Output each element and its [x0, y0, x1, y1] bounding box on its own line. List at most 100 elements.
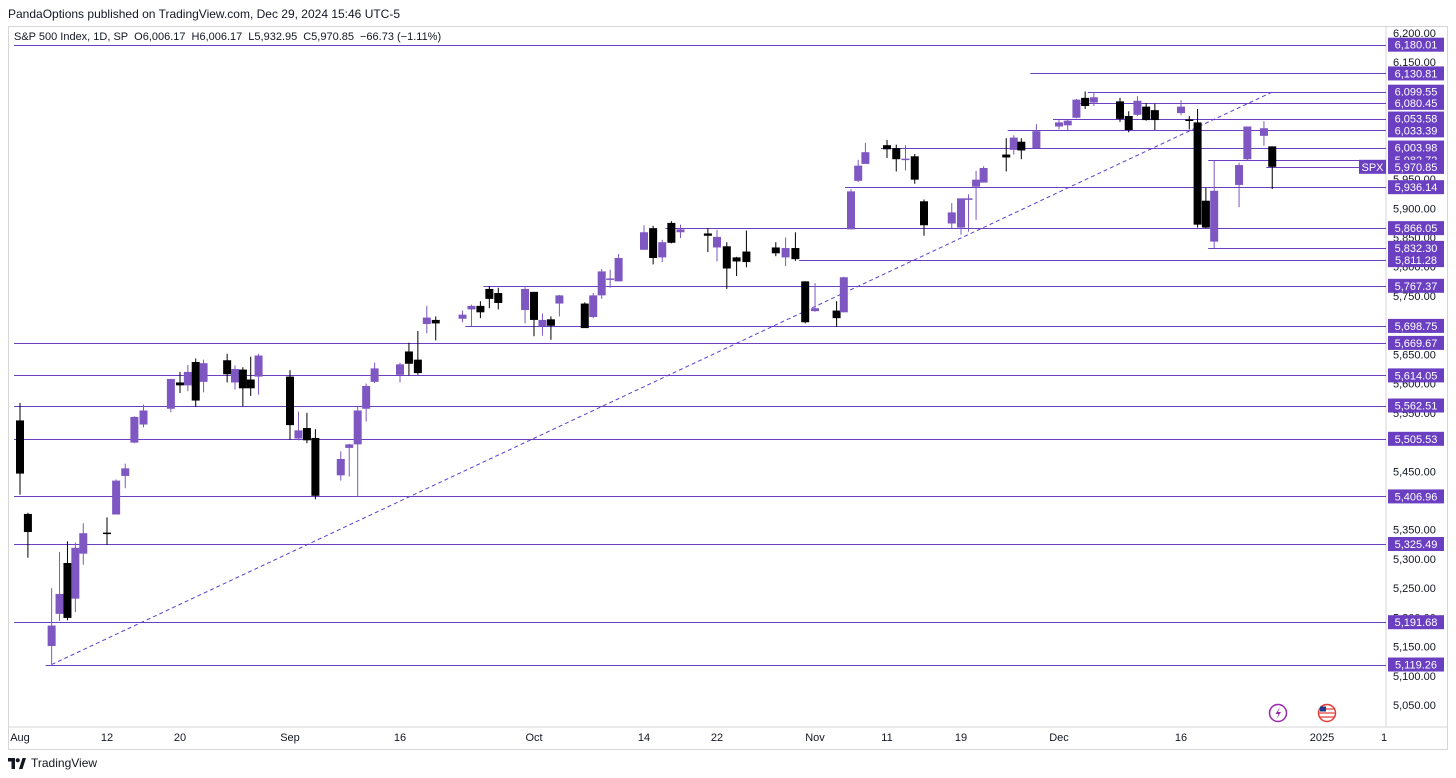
legend-symbol[interactable]: S&P 500 Index, 1D, SP [14, 31, 129, 43]
candle[interactable] [861, 142, 870, 164]
candle[interactable] [302, 412, 311, 444]
candle[interactable] [1193, 108, 1202, 228]
candle[interactable] [957, 198, 965, 235]
candle[interactable] [811, 283, 819, 312]
price-level-label[interactable]: 6,080.45 [1388, 95, 1444, 110]
candle[interactable] [370, 362, 379, 384]
candle[interactable] [1089, 92, 1098, 107]
candle[interactable] [920, 199, 928, 236]
candle[interactable] [791, 232, 800, 261]
candle[interactable] [23, 512, 32, 558]
candle[interactable] [1142, 103, 1151, 121]
price-level-label[interactable]: 5,970.85 [1388, 159, 1444, 174]
candle[interactable] [589, 293, 598, 319]
price-level-label[interactable]: 5,832.30 [1388, 240, 1444, 255]
candle[interactable] [801, 281, 810, 324]
candle[interactable] [1055, 118, 1063, 130]
candle[interactable] [112, 479, 121, 515]
price-level-label[interactable]: 5,505.53 [1388, 431, 1444, 446]
price-level-label[interactable]: 5,325.49 [1388, 537, 1444, 552]
candle[interactable] [781, 237, 790, 267]
candle[interactable] [713, 229, 721, 262]
price-level-label[interactable]: 6,003.98 [1388, 140, 1444, 155]
candle[interactable] [1177, 100, 1185, 116]
candle[interactable] [130, 416, 139, 444]
candle[interactable] [1072, 99, 1081, 119]
candle[interactable] [614, 253, 623, 282]
candle[interactable] [722, 242, 731, 289]
price-level-label[interactable]: 5,936.14 [1388, 180, 1444, 195]
candle[interactable] [191, 358, 200, 407]
candle[interactable] [103, 517, 111, 545]
candle[interactable] [892, 144, 901, 172]
candle[interactable] [336, 451, 345, 481]
candle[interactable] [238, 367, 247, 407]
candle[interactable] [121, 463, 130, 489]
candle[interactable] [1116, 97, 1124, 122]
candle[interactable] [1235, 162, 1244, 208]
candle[interactable] [538, 313, 547, 336]
candle[interactable] [947, 203, 956, 229]
candle[interactable] [667, 221, 676, 244]
candle[interactable] [246, 356, 255, 396]
candle[interactable] [1268, 146, 1277, 190]
candle[interactable] [362, 383, 371, 422]
candle[interactable] [972, 170, 981, 220]
candle[interactable] [1032, 124, 1041, 149]
candle[interactable] [458, 310, 467, 323]
candle[interactable] [546, 316, 555, 340]
candle[interactable] [530, 291, 538, 337]
candle[interactable] [1243, 126, 1252, 161]
candle[interactable] [676, 224, 685, 239]
price-level-label[interactable]: 6,053.58 [1388, 111, 1444, 126]
candle[interactable] [63, 541, 72, 621]
price-level-label[interactable]: 5,562.51 [1388, 398, 1444, 413]
candle[interactable] [847, 189, 855, 230]
price-level-label[interactable]: 6,099.55 [1388, 84, 1444, 99]
price-level-label[interactable]: 5,119.26 [1388, 657, 1444, 672]
candle[interactable] [485, 286, 494, 309]
candle[interactable] [294, 411, 303, 441]
candle[interactable] [521, 287, 530, 324]
price-level-label[interactable]: 5,767.37 [1388, 278, 1444, 293]
candle[interactable] [658, 239, 667, 263]
candle[interactable] [71, 542, 80, 613]
us-flag-icon[interactable] [1317, 703, 1337, 723]
candle[interactable] [1124, 111, 1133, 133]
candle[interactable] [166, 378, 175, 413]
candle[interactable] [979, 166, 988, 183]
candle[interactable] [404, 342, 413, 376]
candle[interactable] [1185, 115, 1194, 130]
candle[interactable] [742, 230, 751, 268]
trendline[interactable] [51, 91, 1273, 665]
candle[interactable] [199, 359, 208, 393]
candle[interactable] [606, 269, 615, 288]
symbol-tag[interactable]: SPX [1359, 159, 1386, 174]
candle[interactable] [16, 402, 24, 495]
candle[interactable] [1017, 138, 1026, 160]
price-level-label[interactable]: 6,180.01 [1388, 37, 1444, 52]
price-level-label[interactable]: 5,614.05 [1388, 368, 1444, 383]
lightning-icon[interactable] [1268, 703, 1288, 723]
candle[interactable] [176, 371, 184, 393]
candle[interactable] [345, 443, 354, 477]
candle[interactable] [901, 145, 910, 171]
candle[interactable] [79, 523, 88, 565]
candle[interactable] [732, 256, 741, 277]
candle[interactable] [597, 269, 606, 299]
candle[interactable] [47, 588, 56, 665]
price-level-label[interactable]: 6,033.39 [1388, 123, 1444, 138]
candle[interactable] [1201, 187, 1210, 229]
candle[interactable] [254, 353, 263, 395]
candle[interactable] [1259, 121, 1268, 146]
candle[interactable] [839, 276, 848, 313]
candle[interactable] [854, 159, 863, 183]
candle[interactable] [494, 287, 503, 310]
candle[interactable] [555, 294, 564, 317]
candle[interactable] [1002, 138, 1011, 172]
price-level-label[interactable]: 6,130.81 [1388, 66, 1444, 81]
candle[interactable] [55, 551, 64, 621]
candle[interactable] [422, 305, 431, 334]
candle[interactable] [1133, 96, 1142, 116]
